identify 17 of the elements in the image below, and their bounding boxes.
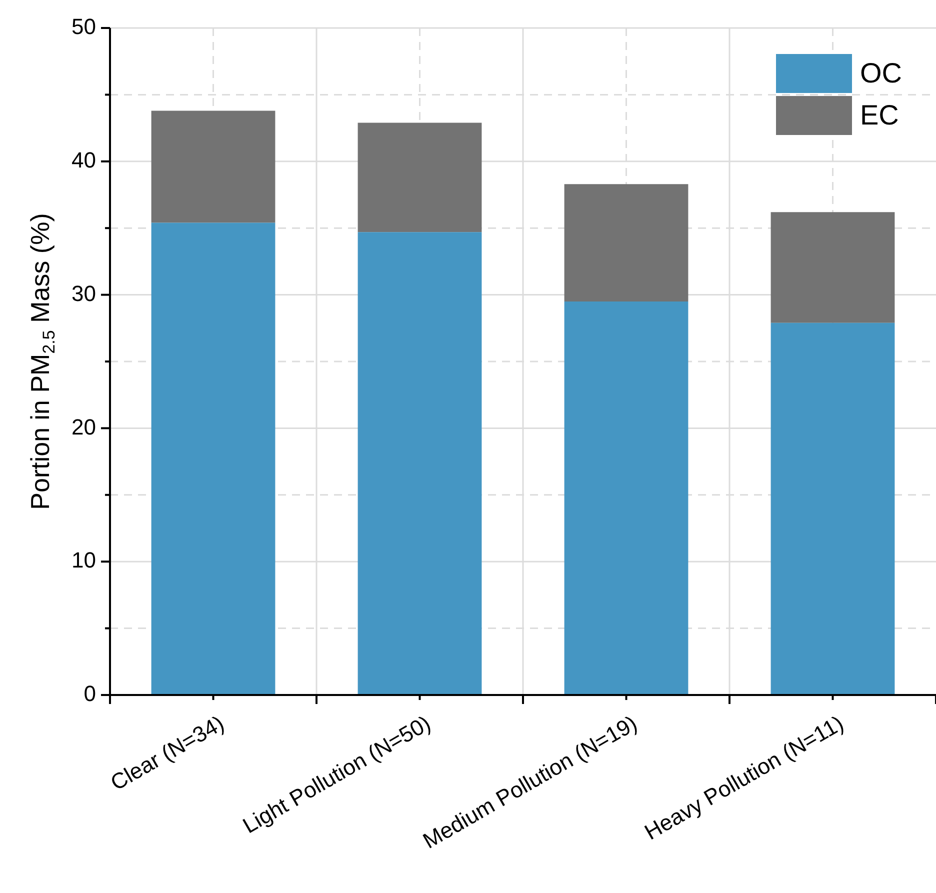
bar <box>564 301 688 695</box>
legend-label: OC <box>860 58 902 89</box>
bar <box>151 110 276 223</box>
y-tick-label: 50 <box>72 14 96 40</box>
bar <box>770 212 895 323</box>
bar <box>358 122 482 232</box>
bar <box>770 322 895 695</box>
y-tick-label: 10 <box>72 548 96 573</box>
bar <box>564 184 688 302</box>
y-tick-label: 0 <box>84 681 96 706</box>
y-axis-title: Portion in PM2.5 Mass (%) <box>25 213 59 510</box>
legend-label: EC <box>860 100 899 131</box>
y-tick-label: 20 <box>72 414 96 440</box>
y-tick-label: 30 <box>72 280 96 306</box>
bar <box>151 222 276 695</box>
bar <box>358 232 482 695</box>
y-tick-label: 40 <box>72 147 96 172</box>
